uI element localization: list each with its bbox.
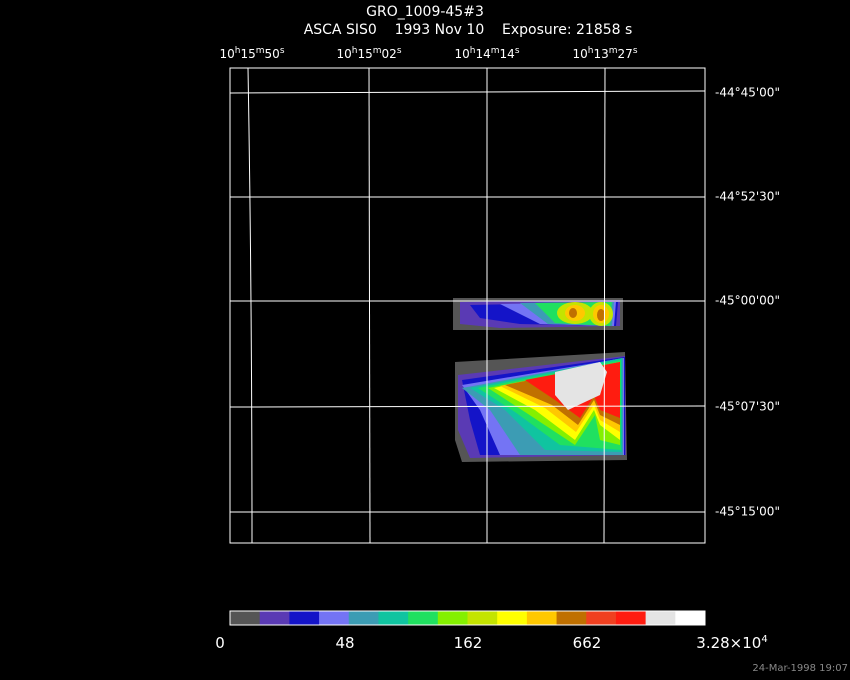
superscript: h [235,46,241,56]
superscript: h [470,46,476,56]
superscript: m [373,46,382,56]
label: 3.28×104 [696,634,767,652]
superscript: s [515,46,520,56]
superscript: h [588,46,594,56]
colorbar [229,610,706,626]
dec-label: -45°07'30" [715,400,780,414]
label-part: 13 [593,47,608,61]
colorbar-labels: 0 48 162 662 3.28×104 [215,634,767,652]
label-part: 15 [357,47,372,61]
colorbar-swatch [497,611,528,625]
colorbar-swatch [467,611,498,625]
label-part: 10 [336,47,351,61]
dec-label: -45°00'00" [715,294,780,308]
label-part: 14 [475,47,490,61]
dec-labels: -44°45'00" -44°52'30" -45°00'00" -45°07'30"… [715,86,780,519]
colorbar-swatch [586,611,617,625]
dec-label: -44°52'30" [715,190,780,204]
label: 48 [335,634,354,652]
ra-labels: 10h15m50s 10h15m02s 10h14m14s 10h13m27s [219,46,637,61]
colorbar-swatch [437,611,468,625]
colorbar-swatch [675,611,706,625]
colorbar-swatch [556,611,587,625]
colorbar-swatch [348,611,379,625]
label-part: 02 [382,47,397,61]
coordinate-grid [229,67,706,544]
label: 162 [454,634,483,652]
dec-label: -44°45'00" [715,86,780,100]
superscript: m [609,46,618,56]
colorbar-swatch [289,611,320,625]
colorbar-swatch [230,611,261,625]
label-part: 48 [335,634,354,652]
title: GRO_1009-45#3 [366,4,484,20]
label-part: 0 [215,634,225,652]
label: 662 [573,634,602,652]
label-part: 10 [454,47,469,61]
label: 10h13m27s [572,46,637,61]
image-blobs [453,298,627,462]
label: 0 [215,634,225,652]
superscript: s [633,46,638,56]
superscript: h [352,46,358,56]
superscript: s [280,46,285,56]
label-part: 10 [572,47,587,61]
superscript: s [397,46,402,56]
superscript: m [256,46,265,56]
label: 10h14m14s [454,46,519,61]
label: 10h15m02s [336,46,401,61]
colorbar-swatch [526,611,558,625]
label-part: 162 [454,634,483,652]
label-part: 3.28×10 [696,634,761,652]
subtitle: ASCA SIS0 1993 Nov 10 Exposure: 21858 s [304,22,633,38]
label-part: 14 [500,47,515,61]
colorbar-swatch [615,611,647,625]
label: 10h15m50s [219,46,284,61]
label-part: 50 [265,47,280,61]
colorbar-swatch [408,611,439,625]
colorbar-swatch [378,611,409,625]
colorbar-swatch [319,611,350,625]
label-part: 662 [573,634,602,652]
superscript: 4 [761,634,767,645]
label-part: 27 [618,47,633,61]
colorbar-swatch [645,611,676,625]
colorbar-swatch [259,611,290,625]
label-part: 10 [219,47,234,61]
label-part: 15 [240,47,255,61]
superscript: m [491,46,500,56]
colorbar-frame [229,610,706,626]
timestamp: 24-Mar-1998 19:07 [752,663,848,674]
dec-label: -45°15'00" [715,505,780,519]
